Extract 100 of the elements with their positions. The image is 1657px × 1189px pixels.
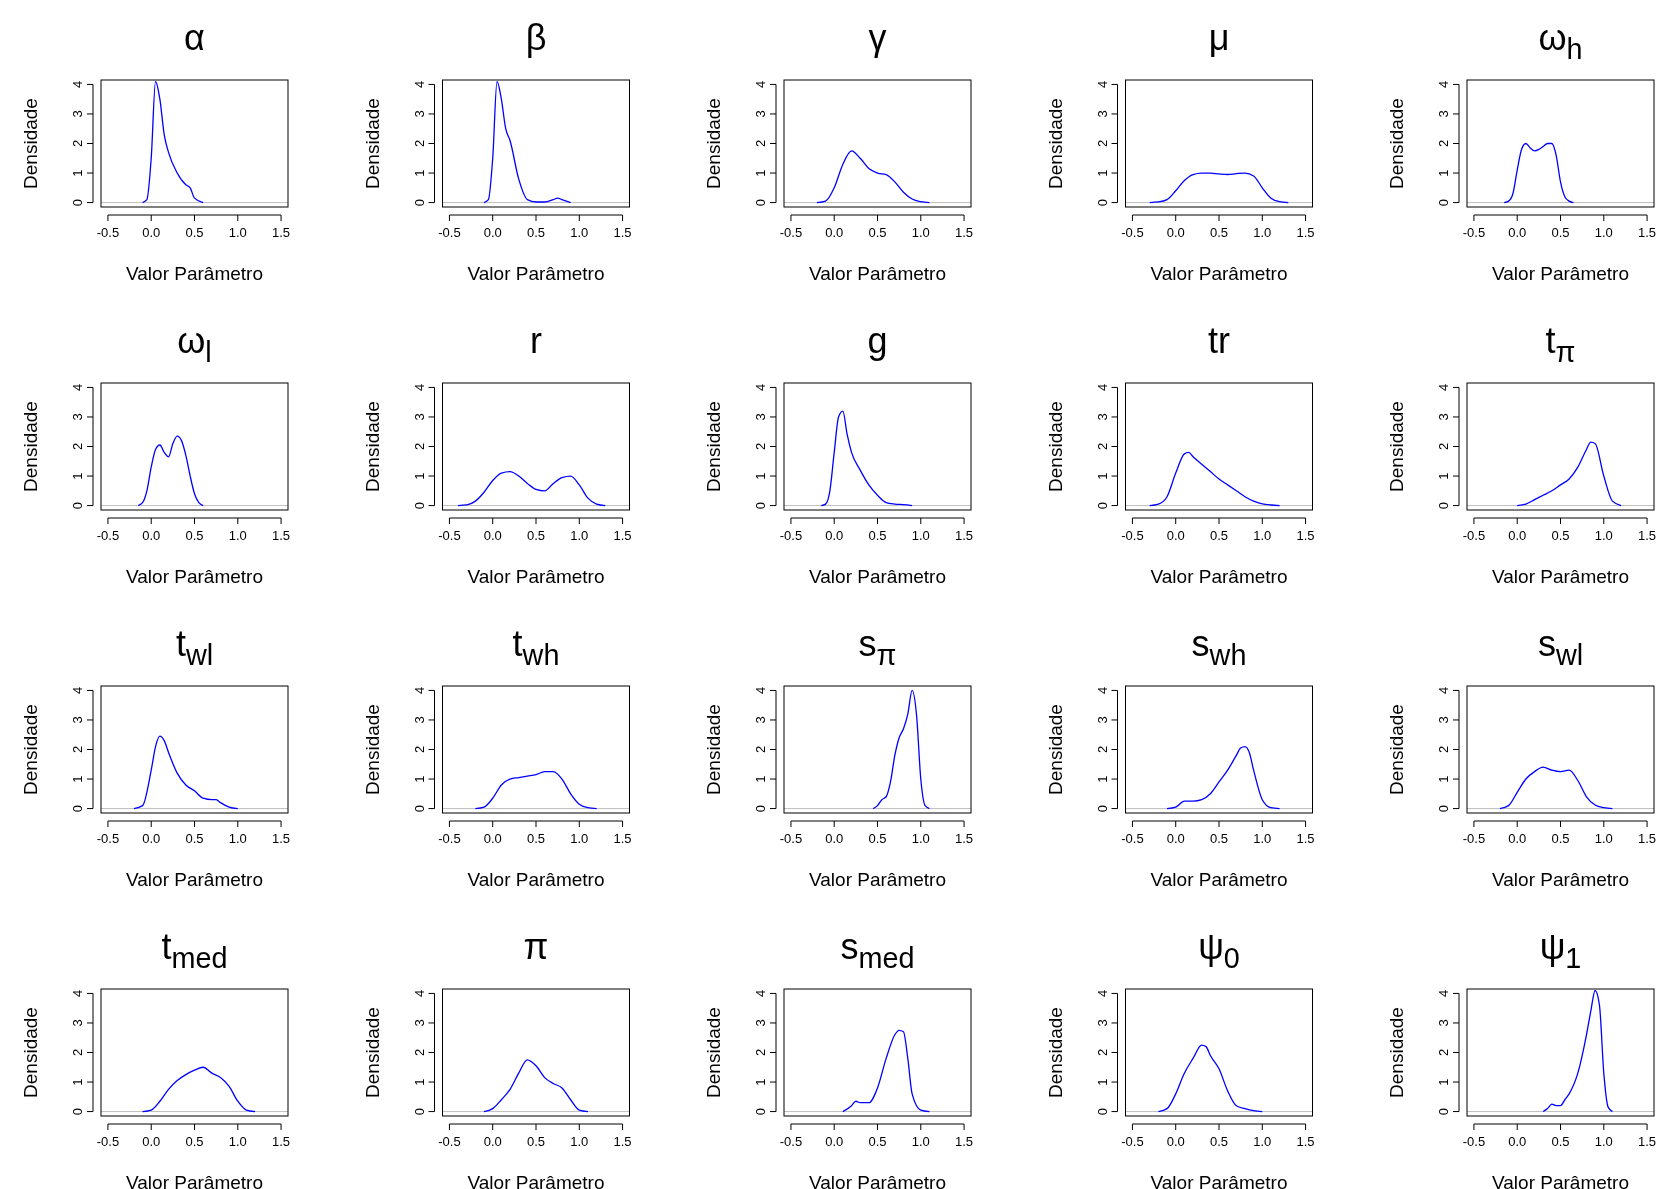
y-tick-label: 0 bbox=[753, 198, 768, 207]
line-series bbox=[872, 689, 931, 810]
x-axis-title: Valor Parâmetro bbox=[809, 1172, 946, 1189]
y-tick-label: 2 bbox=[70, 745, 85, 754]
x-tick-label: -0.5 bbox=[1121, 528, 1144, 543]
y-tick-label: 1 bbox=[753, 1078, 768, 1086]
x-tick-label: 0.5 bbox=[1209, 225, 1229, 240]
x-tick-label: -0.5 bbox=[96, 528, 120, 543]
y-tick-label: 2 bbox=[411, 139, 427, 148]
y-tick-label: 2 bbox=[411, 745, 427, 754]
y-tick-label: 4 bbox=[753, 989, 768, 998]
x-tick-label: 1.0 bbox=[228, 225, 247, 240]
y-tick-label: 2 bbox=[70, 1048, 85, 1057]
x-tick-label: -0.5 bbox=[1121, 225, 1144, 240]
x-tick-label: -0.5 bbox=[779, 1134, 803, 1149]
y-tick-label: 0 bbox=[411, 198, 427, 207]
x-axis-title: Valor Parâmetro bbox=[467, 263, 605, 284]
line-series bbox=[1503, 142, 1575, 204]
y-tick-label: 0 bbox=[1094, 501, 1110, 510]
y-tick-label: 4 bbox=[411, 80, 427, 89]
y-tick-label: 4 bbox=[753, 383, 768, 392]
y-tick-label: 1 bbox=[1436, 1078, 1451, 1086]
y-tick-label: 0 bbox=[1094, 804, 1110, 813]
x-tick-label: 0.0 bbox=[1508, 831, 1527, 846]
x-tick-label: 0.5 bbox=[185, 1134, 204, 1149]
y-tick-label: 1 bbox=[70, 1078, 85, 1086]
y-tick-label: 3 bbox=[753, 110, 768, 118]
x-axis-title: Valor Parâmetro bbox=[809, 566, 946, 587]
x-tick-label: -0.5 bbox=[96, 225, 120, 240]
y-tick-label: 3 bbox=[70, 110, 85, 118]
chart-title: ω$_{h}$ bbox=[1538, 17, 1583, 65]
y-axis-title: Densidade bbox=[1044, 401, 1066, 492]
y-tick-label: 1 bbox=[1094, 775, 1110, 783]
x-tick-label: -0.5 bbox=[1121, 831, 1144, 846]
y-tick-label: 0 bbox=[70, 804, 85, 813]
y-tick-label: 0 bbox=[411, 1107, 427, 1116]
x-axis-title: Valor Parâmetro bbox=[1150, 1172, 1288, 1189]
y-axis-title: Densidade bbox=[703, 401, 724, 492]
x-tick-label: 1.0 bbox=[1253, 831, 1272, 846]
y-tick-label: 1 bbox=[70, 169, 85, 177]
x-tick-label: -0.5 bbox=[1462, 225, 1486, 240]
chart-title: tr bbox=[1208, 320, 1230, 361]
x-tick-label: 0.0 bbox=[142, 528, 161, 543]
x-tick-label: 1.5 bbox=[1638, 831, 1657, 846]
chart-title: s$_{wh}$ bbox=[1191, 623, 1247, 671]
y-tick-label: 4 bbox=[1436, 383, 1451, 392]
y-tick-label: 2 bbox=[70, 139, 85, 148]
chart-title: s$_{med}$ bbox=[840, 926, 915, 974]
x-tick-label: -0.5 bbox=[1121, 1134, 1144, 1149]
x-tick-label: 0.0 bbox=[1166, 831, 1185, 846]
chart-title: s$_{π}$ bbox=[858, 623, 897, 671]
y-tick-label: 1 bbox=[753, 775, 768, 783]
y-tick-label: 0 bbox=[411, 501, 427, 510]
y-tick-label: 4 bbox=[1436, 686, 1451, 695]
y-tick-label: 0 bbox=[70, 501, 85, 510]
line-series bbox=[483, 1059, 589, 1113]
x-axis-title: Valor Parâmetro bbox=[1492, 869, 1629, 890]
x-tick-label: 1.5 bbox=[613, 528, 632, 543]
x-tick-label: 0.0 bbox=[1166, 1134, 1185, 1149]
x-tick-label: 0.0 bbox=[1166, 225, 1185, 240]
y-tick-label: 3 bbox=[1094, 716, 1110, 724]
line-series bbox=[1499, 766, 1614, 810]
x-tick-label: 0.5 bbox=[1209, 528, 1229, 543]
x-tick-label: 1.0 bbox=[1594, 225, 1613, 240]
x-axis-title: Valor Parâmetro bbox=[467, 869, 605, 890]
x-tick-label: 1.5 bbox=[613, 225, 632, 240]
x-tick-label: 1.5 bbox=[272, 1134, 291, 1149]
y-tick-label: 1 bbox=[1094, 1078, 1110, 1086]
x-tick-label: 0.5 bbox=[185, 831, 204, 846]
y-tick-label: 4 bbox=[70, 383, 85, 392]
y-tick-label: 0 bbox=[1094, 198, 1110, 207]
x-tick-label: 1.0 bbox=[1253, 1134, 1272, 1149]
x-tick-label: 0.5 bbox=[868, 831, 887, 846]
x-tick-label: 0.0 bbox=[483, 1134, 502, 1149]
y-tick-label: 2 bbox=[753, 745, 768, 754]
y-axis-title: Densidade bbox=[703, 98, 724, 189]
y-axis-title: Densidade bbox=[20, 401, 41, 492]
y-tick-label: 4 bbox=[70, 80, 85, 89]
y-tick-label: 4 bbox=[411, 686, 427, 695]
y-tick-label: 3 bbox=[1436, 413, 1451, 421]
y-tick-label: 0 bbox=[1436, 198, 1451, 207]
y-tick-label: 2 bbox=[1436, 745, 1451, 754]
x-tick-label: 0.5 bbox=[868, 528, 887, 543]
y-tick-label: 3 bbox=[1094, 413, 1110, 421]
y-axis-title: Densidade bbox=[1386, 704, 1407, 795]
x-tick-label: 1.0 bbox=[570, 225, 589, 240]
y-tick-label: 1 bbox=[1436, 472, 1451, 480]
y-tick-label: 4 bbox=[1094, 686, 1110, 695]
line-series bbox=[1166, 745, 1281, 810]
x-axis-title: Valor Parâmetro bbox=[1150, 566, 1288, 587]
y-tick-label: 1 bbox=[1436, 775, 1451, 783]
y-tick-label: 3 bbox=[753, 1019, 768, 1027]
y-tick-label: 1 bbox=[411, 169, 427, 177]
y-tick-label: 0 bbox=[70, 198, 85, 207]
y-axis-title: Densidade bbox=[20, 1007, 41, 1098]
x-tick-label: 1.5 bbox=[1296, 831, 1315, 846]
x-tick-label: 0.0 bbox=[483, 528, 502, 543]
y-tick-label: 3 bbox=[411, 110, 427, 118]
x-tick-label: 1.0 bbox=[1594, 831, 1613, 846]
x-tick-label: 1.0 bbox=[1594, 528, 1613, 543]
